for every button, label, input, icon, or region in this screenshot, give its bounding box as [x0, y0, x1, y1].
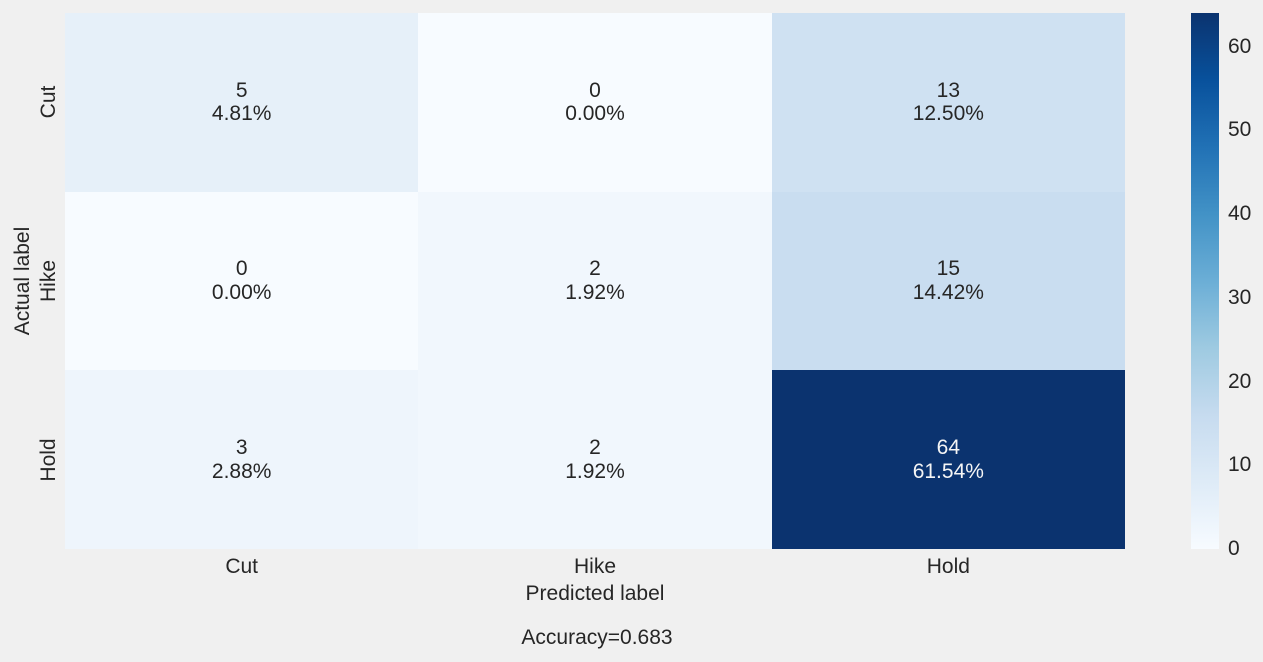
colorbar-tick-0: 0 — [1228, 537, 1240, 560]
cell-count: 5 — [235, 78, 248, 102]
cell-count: 2 — [589, 436, 601, 460]
cell-percent: 14.42% — [912, 280, 984, 304]
x-tick-hike: Hike — [573, 555, 617, 578]
cell-count: 64 — [936, 436, 960, 460]
matrix-cell-cut-cut: 5 4.81% — [65, 13, 419, 192]
y-tick-hold: Hold — [37, 438, 60, 482]
y-tick-cut: Cut — [37, 85, 60, 119]
matrix-cell-hike-hold: 15 14.42% — [771, 191, 1125, 371]
cell-percent: 1.92% — [565, 459, 625, 483]
cell-count: 3 — [235, 436, 248, 460]
cell-count: 15 — [936, 257, 960, 281]
cell-percent: 0.00% — [211, 280, 272, 304]
matrix-cell-cut-hold: 13 12.50% — [771, 13, 1125, 192]
colorbar-tick-20: 20 — [1228, 369, 1252, 393]
y-axis-label: Actual label — [11, 226, 34, 336]
x-tick-hold: Hold — [926, 555, 970, 578]
colorbar-tick-40: 40 — [1228, 202, 1252, 225]
matrix-cell-hike-hike: 2 1.92% — [418, 191, 772, 371]
cell-count: 13 — [936, 78, 960, 102]
cell-percent: 61.54% — [912, 459, 984, 483]
cell-percent: 12.50% — [912, 102, 984, 126]
colorbar-tick-60: 60 — [1228, 34, 1252, 58]
x-tick-cut: Cut — [225, 555, 258, 578]
y-tick-hike: Hike — [37, 259, 60, 303]
accuracy-annotation: Accuracy=0.683 — [521, 626, 673, 649]
x-axis-label: Predicted label — [525, 582, 665, 605]
matrix-cell-hike-cut: 0 0.00% — [65, 191, 419, 371]
cell-percent: 1.92% — [565, 280, 625, 304]
cell-percent: 0.00% — [565, 102, 625, 126]
colorbar-tick-30: 30 — [1228, 285, 1252, 309]
cell-count: 2 — [589, 257, 601, 281]
cell-percent: 4.81% — [211, 102, 272, 126]
matrix-cell-cut-hike: 0 0.00% — [418, 13, 772, 192]
colorbar-tick-10: 10 — [1228, 453, 1252, 477]
cell-count: 0 — [235, 257, 248, 281]
matrix-cell-hold-hike: 2 1.92% — [418, 370, 772, 549]
matrix-cell-hold-cut: 3 2.88% — [65, 370, 419, 549]
cell-count: 0 — [589, 78, 601, 102]
colorbar — [1191, 13, 1219, 549]
matrix-cell-hold-hold: 64 61.54% — [771, 370, 1125, 549]
cell-percent: 2.88% — [211, 459, 272, 483]
colorbar-tick-50: 50 — [1228, 118, 1252, 142]
heatmap-grid: 5 4.81% 0 0.00% 13 12.50% 0 0.00% 2 1.92% 15 14.42%… — [65, 13, 1125, 549]
